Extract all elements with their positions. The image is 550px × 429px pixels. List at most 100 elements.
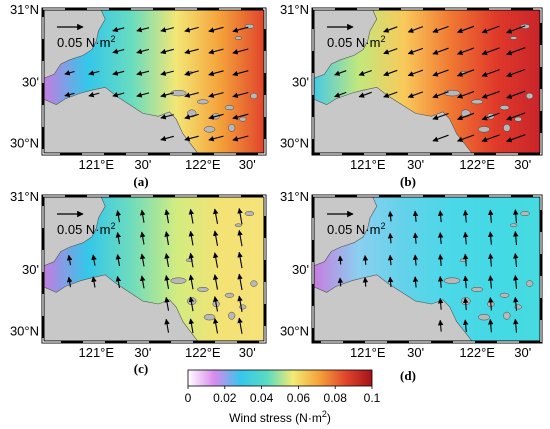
island <box>514 116 522 122</box>
island <box>228 124 236 132</box>
wind-arrow <box>139 209 146 223</box>
wind-arrow <box>237 273 243 291</box>
x-tick-label: 122°E <box>185 345 221 360</box>
island <box>197 287 209 292</box>
wind-arrow <box>160 114 174 120</box>
island <box>520 211 530 216</box>
wind-arrow <box>412 232 419 244</box>
wind-arrow <box>512 231 519 246</box>
y-tick-label: 30' <box>292 75 309 90</box>
wind-arrow <box>387 232 394 244</box>
wind-arrow <box>232 135 249 142</box>
wind-arrow <box>506 134 526 143</box>
x-tick-label: 30' <box>407 345 424 360</box>
panel-label: (c) <box>134 361 148 376</box>
wind-arrow <box>64 91 75 98</box>
wind-arrow <box>188 318 195 334</box>
wind-arrow <box>208 70 224 77</box>
wind-arrow <box>456 25 475 34</box>
wind-arrow <box>337 277 344 287</box>
y-tick-label: 30°N <box>280 135 309 150</box>
wind-arrow <box>387 276 394 288</box>
wind-arrow <box>237 295 243 312</box>
island <box>525 280 534 287</box>
wind-arrow <box>160 27 174 33</box>
map-frame-checker <box>42 8 266 155</box>
wind-arrow <box>383 26 398 33</box>
wind-arrow <box>362 255 369 265</box>
island <box>499 105 510 111</box>
wind-arrow <box>334 91 347 98</box>
island <box>443 89 461 97</box>
wind-arrow <box>188 230 195 246</box>
wind-arrow <box>88 92 100 98</box>
colorbar-bar <box>187 369 373 387</box>
colorbar-tick-label: 0.06 <box>287 391 311 405</box>
wind-arrow <box>462 231 469 245</box>
wind-arrow <box>184 26 199 33</box>
wind-arrow <box>512 296 519 311</box>
wind-arrow <box>112 70 125 76</box>
wind-arrow <box>512 318 519 333</box>
island <box>509 223 518 227</box>
land-south <box>43 274 199 342</box>
island <box>503 124 511 132</box>
wind-arrow <box>115 232 122 245</box>
wind-arrow <box>437 319 444 332</box>
scale-label: 0.05 N·m2 <box>327 221 385 237</box>
wind-arrow <box>208 26 224 33</box>
wind-arrow <box>432 69 449 77</box>
y-tick-label: 30°N <box>10 135 39 150</box>
wind-arrow <box>88 70 100 76</box>
colorbar-tick-label: 0.02 <box>213 391 237 405</box>
wind-arrow <box>487 209 494 223</box>
wind-arrow <box>164 274 170 289</box>
wind-arrow <box>188 208 195 224</box>
wind-arrow <box>160 48 174 55</box>
island <box>224 105 235 111</box>
wind-arrow <box>512 252 519 268</box>
x-tick-label: 122°E <box>185 157 221 172</box>
island <box>197 99 209 105</box>
wind-arrow <box>437 232 444 245</box>
wind-arrow <box>164 318 170 333</box>
island <box>443 277 461 284</box>
panel-d: 0.05 N·m2 31°N 30' 30°N 121°E 30' 122°E 30' (d) <box>280 189 543 383</box>
wind-arrow <box>487 297 494 311</box>
wind-arrow <box>112 92 125 98</box>
island <box>234 36 242 40</box>
wind-arrow <box>91 276 97 288</box>
x-tick-label: 122°E <box>459 157 495 172</box>
wind-arrow <box>437 297 444 310</box>
wind-arrow <box>512 209 519 224</box>
wind-arrow <box>432 112 449 121</box>
wind-arrow <box>184 92 199 98</box>
wind-arrow <box>337 255 344 265</box>
wind-arrow <box>212 230 219 246</box>
wind-arrow <box>208 92 224 98</box>
wind-arrow <box>437 275 444 288</box>
wind-arrow <box>188 252 195 268</box>
wind-arrow <box>112 48 125 54</box>
wind-arrow <box>362 276 369 287</box>
wind-arrow <box>160 92 174 98</box>
wind-arrow <box>383 91 398 98</box>
y-tick-label: 30' <box>292 262 309 277</box>
wind-arrow <box>462 297 469 311</box>
wind-arrow <box>487 275 494 289</box>
wind-arrow <box>412 276 419 288</box>
y-tick-label: 31°N <box>10 189 39 204</box>
x-tick-label: 30' <box>239 157 256 172</box>
wind-arrow <box>136 92 150 98</box>
wind-arrow <box>212 296 219 312</box>
wind-arrow <box>506 90 526 99</box>
x-tick-label: 30' <box>407 157 424 172</box>
x-tick-label: 30' <box>134 157 151 172</box>
panel-b: 0.05 N·m2 31°N 30' 30°N 121°E 30' 122°E 30' (b) <box>280 2 543 189</box>
y-tick-label: 30°N <box>280 323 309 338</box>
wind-arrow <box>432 47 449 55</box>
wind-arrow <box>456 90 475 99</box>
colorbar-tick-label: 0.08 <box>324 391 348 405</box>
wind-arrow <box>456 134 475 142</box>
